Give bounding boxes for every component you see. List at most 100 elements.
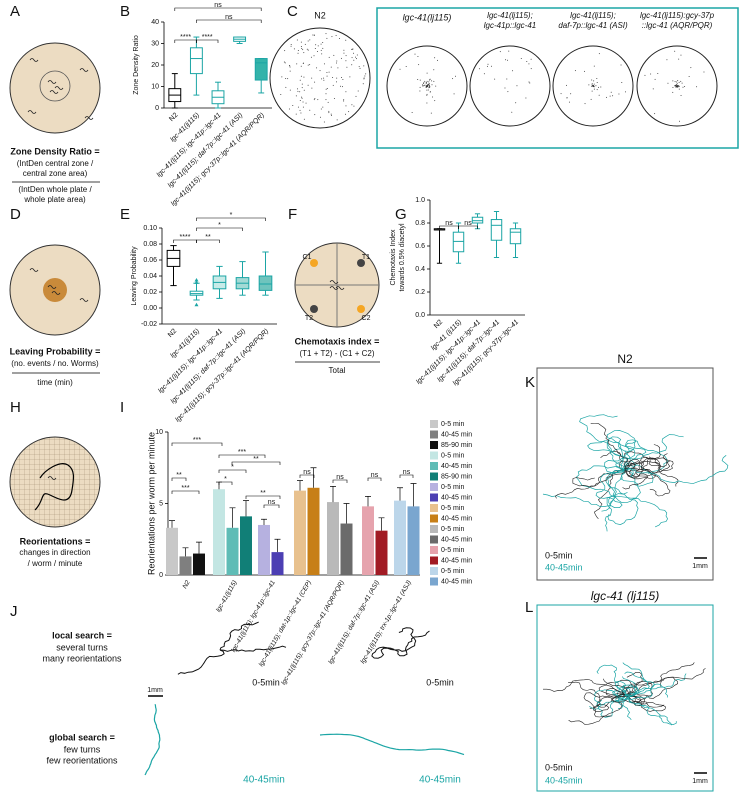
worm-track (622, 662, 650, 696)
y-axis-label: towards 0.5% diacetyl (399, 223, 406, 292)
worm-dot (674, 85, 676, 87)
worm-dot (429, 78, 431, 80)
worm-dot (330, 113, 332, 115)
worm-track (624, 439, 669, 474)
worm-track (623, 662, 695, 696)
worm-track (607, 469, 639, 525)
worm-dot (330, 66, 332, 68)
worm-dot (322, 41, 324, 43)
worm-dot (424, 84, 426, 86)
track-frame (536, 367, 714, 581)
worm-dot (316, 50, 318, 52)
legend-label: 0-5 min (441, 505, 464, 512)
panel-letter: H (10, 399, 21, 416)
worm-dot (431, 84, 433, 86)
worm-dot (672, 87, 674, 89)
worm-dot (363, 77, 365, 79)
worm-dot (321, 78, 323, 80)
worm-track (624, 683, 668, 701)
worm-dot (433, 80, 435, 82)
worm-track (319, 733, 465, 756)
worm-dot (359, 67, 361, 69)
y-tick-label: 0 (155, 105, 159, 112)
worm-dot (568, 101, 570, 103)
worm-dot (351, 64, 353, 66)
legend-swatch (430, 462, 438, 470)
y-tick-label: -0.02 (141, 321, 157, 328)
legend-swatch (430, 441, 438, 449)
panel-text: lgc-41 (lj115) (591, 589, 659, 603)
panel-text: lgc-41(lj115) (403, 12, 452, 22)
worm-dot (526, 61, 528, 63)
worm-dot (325, 33, 327, 35)
worm-dot (336, 60, 338, 62)
worm-dot (332, 84, 334, 86)
panel-text: 0-5min (252, 677, 280, 687)
bar (375, 530, 388, 575)
worm-track (624, 467, 671, 497)
worm-dot (337, 67, 339, 69)
worm-dot (328, 110, 330, 112)
worm-dot (343, 100, 345, 102)
bar (407, 506, 420, 575)
worm-dot (600, 86, 602, 88)
y-tick-label: 0.8 (415, 220, 425, 227)
sig-label: * (218, 222, 221, 229)
legend-label: 40-45 min (441, 557, 472, 564)
worm-dot (530, 68, 532, 70)
sig-bracket (196, 217, 266, 221)
bar (193, 553, 205, 575)
worm-dot (596, 82, 598, 84)
worm-dot (355, 95, 357, 97)
worm-dot (299, 91, 301, 93)
worm-dot (300, 96, 302, 98)
sig-bracket (218, 469, 247, 473)
worm-dot (424, 80, 426, 82)
worm-dot (312, 34, 314, 36)
sig-label: * (230, 212, 233, 219)
legend-label: 40-45 min (441, 578, 472, 585)
worm-dot (349, 76, 351, 78)
box (471, 216, 484, 224)
test-spot (310, 305, 318, 313)
y-axis-label: Zone Density Ratio (133, 35, 140, 95)
panel-text: time (min) (37, 378, 73, 387)
worm-track (595, 469, 628, 508)
worm-dot (419, 90, 421, 92)
panel-text: (IntDen central zone / (17, 159, 94, 168)
sig-label: ns (336, 474, 344, 481)
legend-swatch (430, 577, 438, 586)
worm-dot (323, 77, 325, 79)
worm-track (568, 694, 626, 725)
legend-label: 40-45 min (441, 494, 472, 501)
worm-dot (483, 73, 485, 75)
worm-dot (419, 86, 421, 88)
worm-icon (335, 286, 345, 290)
x-tick-label: lgc-41(lj115); gcy-37p::lgc-41 (AQR/PQR) (280, 579, 346, 686)
worm-dot (566, 97, 568, 99)
worm-track (624, 457, 679, 487)
panel-text: lgc-41(lj115); (570, 11, 616, 20)
worm-dot (621, 82, 623, 84)
y-axis-label: Leaving Probability (131, 246, 138, 306)
worm-dot (677, 80, 679, 82)
worm-dot (296, 63, 298, 65)
panel-text: many reorientations (42, 653, 122, 663)
worm-dot (307, 49, 309, 51)
panel-letter: D (10, 206, 21, 223)
sig-bracket (196, 19, 262, 23)
panel-text: whole plate area) (23, 195, 86, 204)
track-frame (536, 604, 714, 792)
worm-dot (682, 86, 684, 88)
worm-dot (678, 81, 680, 83)
panel-text: (no. events / no. Worms) (11, 359, 99, 368)
worm-dot (486, 65, 488, 67)
panel-text: central zone area) (23, 169, 88, 178)
worm-dot (610, 91, 612, 93)
worm-dot (351, 104, 353, 106)
central-zone (39, 70, 71, 102)
worm-dot (435, 85, 437, 87)
error-bar (196, 541, 202, 554)
worm-dot (363, 65, 365, 67)
